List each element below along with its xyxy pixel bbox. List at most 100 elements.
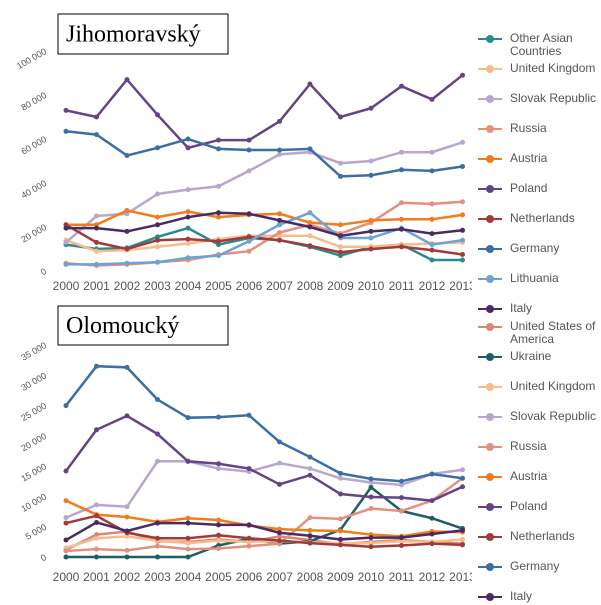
data-point	[63, 468, 69, 474]
data-point	[155, 237, 160, 243]
data-point	[216, 414, 221, 420]
series-line	[65, 74, 464, 150]
plot-area: 2000 2001 2002 2003 2004 2005 2006 2007 2008 2009…	[53, 72, 476, 293]
data-point	[94, 132, 99, 138]
x-tick-label: 2006	[236, 279, 263, 293]
data-point	[155, 397, 160, 403]
legend-label: Russia	[510, 121, 547, 135]
data-point	[338, 470, 343, 476]
legend-item: Netherlands	[478, 212, 601, 225]
data-point	[185, 241, 191, 246]
data-point	[460, 237, 465, 243]
data-point	[63, 520, 69, 526]
data-point	[338, 542, 343, 548]
data-point	[216, 522, 221, 528]
data-point	[63, 128, 69, 134]
data-point	[63, 225, 69, 231]
data-point	[460, 252, 465, 257]
legend-label: Poland	[510, 499, 548, 513]
data-point	[277, 118, 282, 124]
legend-dot	[486, 35, 494, 43]
data-point	[307, 515, 313, 521]
data-point	[185, 145, 191, 151]
data-point	[399, 244, 404, 250]
data-point	[155, 112, 160, 118]
data-point	[63, 554, 69, 560]
data-point	[307, 81, 313, 87]
data-point	[216, 461, 221, 467]
data-point	[307, 454, 313, 460]
x-tick-label: 2006	[236, 570, 263, 584]
series-line	[65, 460, 463, 519]
data-point	[429, 247, 435, 253]
plot-area: 2000 2001 2002 2003 2004 2005 2006 2007 2008 2009…	[53, 363, 472, 584]
legend-dot	[486, 215, 494, 223]
data-point	[460, 227, 465, 233]
data-point	[94, 213, 99, 219]
x-tick-label: 2002	[114, 279, 141, 293]
series-line	[65, 223, 463, 256]
x-tick-label: 2013	[449, 279, 476, 293]
legend-dot	[486, 323, 494, 331]
data-point	[338, 244, 343, 250]
data-point	[124, 554, 130, 560]
data-point	[277, 530, 282, 536]
data-point	[155, 458, 160, 464]
data-point	[246, 137, 252, 143]
data-point	[63, 239, 69, 245]
data-point	[399, 538, 404, 544]
data-point	[246, 539, 252, 545]
data-point	[216, 238, 221, 244]
data-point	[277, 538, 282, 544]
data-point	[94, 502, 99, 508]
data-point	[338, 528, 343, 534]
legend-dot	[486, 65, 494, 73]
x-tick-label: 2001	[83, 279, 110, 293]
series-line	[65, 499, 463, 538]
data-point	[185, 255, 191, 261]
data-point	[368, 228, 374, 234]
legend-item: Russia	[478, 122, 601, 135]
data-point	[246, 147, 252, 153]
y-tick-label: 40 000	[19, 178, 48, 200]
data-point	[368, 494, 374, 500]
data-point	[216, 137, 221, 143]
data-point	[185, 554, 191, 560]
data-point	[155, 259, 160, 265]
y-tick-label: 25 000	[19, 401, 48, 423]
data-point	[399, 216, 404, 222]
x-tick-label: 2000	[53, 570, 80, 584]
data-point	[338, 160, 343, 166]
legend-dot	[486, 305, 494, 313]
data-point	[399, 495, 404, 501]
data-point	[185, 214, 191, 220]
data-point	[368, 105, 374, 111]
y-tick-label: 15 000	[19, 461, 48, 483]
x-tick-label: 2003	[144, 570, 171, 584]
legend-dot	[486, 95, 494, 103]
data-point	[277, 237, 282, 243]
data-point	[155, 145, 160, 151]
data-point	[185, 546, 191, 552]
data-point	[155, 222, 160, 228]
legend-label: Germany	[510, 241, 560, 255]
data-point	[277, 217, 282, 223]
legend-item: United Kingdom	[478, 62, 601, 75]
legend-dot	[486, 563, 494, 571]
data-point	[185, 458, 191, 464]
series-line	[65, 234, 463, 253]
data-point	[429, 168, 435, 174]
legend-dot	[486, 155, 494, 163]
data-point	[307, 243, 313, 249]
data-point	[155, 191, 160, 197]
data-point	[277, 211, 282, 217]
legend-label: United States of America	[510, 319, 596, 346]
data-point	[368, 506, 374, 512]
data-point	[185, 136, 191, 142]
data-point	[460, 484, 465, 490]
data-point	[246, 234, 252, 240]
legend-label: Germany	[510, 559, 560, 573]
data-point	[429, 498, 435, 504]
data-point	[338, 475, 343, 481]
